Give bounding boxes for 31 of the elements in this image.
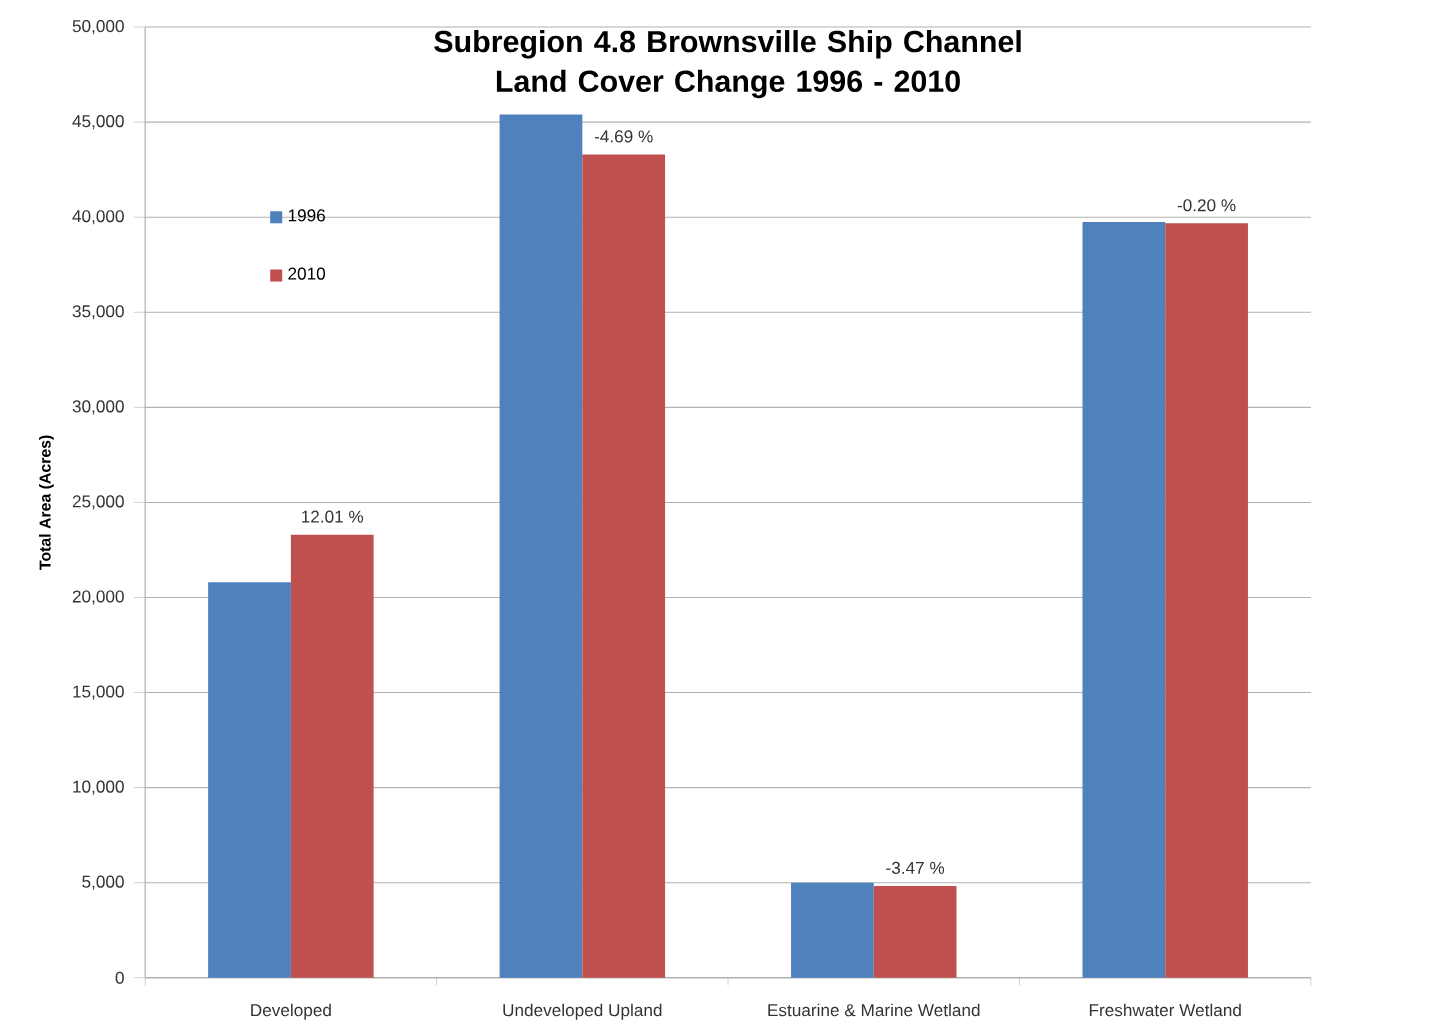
bar: [1165, 223, 1248, 978]
y-tick-label: 5,000: [82, 875, 124, 890]
y-tick-label: 30,000: [72, 400, 124, 415]
legend-label: 2010: [288, 267, 326, 280]
annotation: 12.01 %: [302, 510, 364, 523]
text: Subregion 4.8 Brownsville Ship Channel Land Cover Change 1996 - 2010: [434, 29, 1021, 98]
y-tick-label: 0: [115, 971, 124, 984]
annotation: -3.47 %: [886, 861, 945, 874]
bar: [290, 534, 374, 978]
annotation: -0.20 %: [1177, 198, 1236, 212]
y-tick-label: 45,000: [72, 114, 124, 130]
y-tick-label: 40,000: [72, 209, 124, 225]
annotation: -4.69 %: [594, 130, 653, 143]
bar: [582, 154, 666, 978]
y-axis-title: Total Area (Acres): [39, 435, 54, 570]
y-tick-label: 20,000: [72, 590, 124, 605]
y-tick-label: 35,000: [72, 305, 124, 320]
y-tick-label: 50,000: [72, 19, 124, 34]
y-tick-label: 15,000: [73, 685, 124, 700]
x-tick-label: Freshwater Wetland: [1089, 1003, 1241, 1017]
bar: [791, 882, 874, 978]
bar: [499, 114, 583, 978]
legend-label: 1996: [288, 209, 325, 222]
bar: [208, 582, 291, 978]
x-tick-label: Undeveloped Upland: [503, 1003, 662, 1020]
y-tick-label: 10,000: [73, 780, 124, 795]
bar: [873, 885, 957, 978]
y-tick-label: 25,000: [72, 495, 124, 510]
x-tick-label: Developed: [251, 1003, 331, 1020]
x-tick-label: Estuarine & Marine Wetland: [768, 1003, 980, 1017]
bar: [1082, 221, 1166, 978]
